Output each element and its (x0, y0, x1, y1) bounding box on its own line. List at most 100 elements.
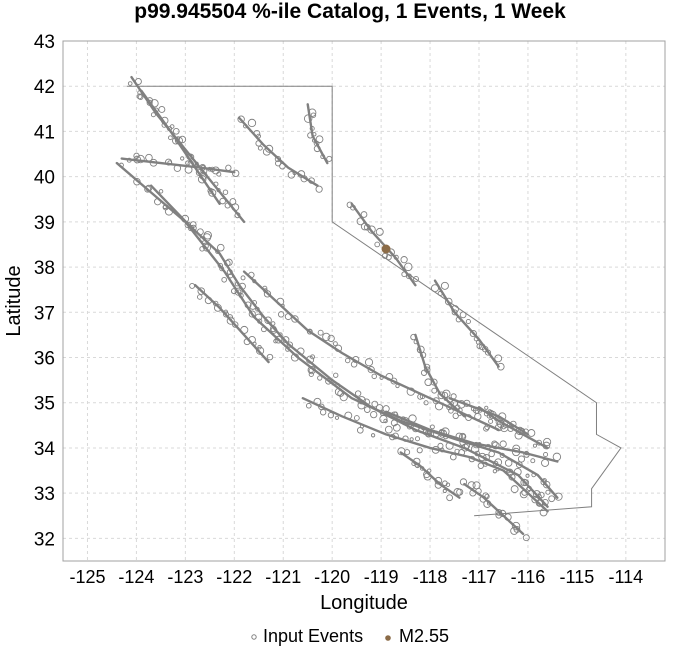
event-marker (270, 321, 276, 326)
event-marker (118, 162, 124, 168)
y-tick-label: 39 (34, 213, 55, 234)
event-marker (363, 406, 371, 413)
event-marker (360, 222, 369, 231)
event-marker (434, 481, 443, 489)
event-marker (265, 144, 274, 153)
event-marker (446, 494, 453, 502)
event-marker (264, 316, 272, 325)
event-marker (309, 125, 315, 132)
event-marker (535, 499, 544, 507)
event-marker (408, 414, 417, 423)
fault-trace (193, 283, 270, 364)
event-marker (306, 355, 315, 364)
event-marker (174, 136, 183, 145)
event-marker (552, 452, 562, 462)
x-tick-label: -118 (413, 567, 448, 587)
event-marker (322, 332, 331, 342)
event-marker (167, 160, 173, 166)
event-marker (187, 224, 195, 232)
event-marker (237, 289, 242, 294)
event-marker (502, 420, 511, 428)
event-marker (414, 462, 420, 468)
event-marker (437, 290, 443, 296)
event-marker (207, 187, 214, 194)
event-marker (477, 462, 484, 469)
event-marker (522, 534, 530, 542)
event-marker (291, 315, 299, 323)
event-marker (200, 164, 205, 170)
event-marker (127, 81, 133, 86)
event-marker (524, 450, 529, 456)
event-marker (243, 123, 248, 129)
event-marker (445, 441, 454, 450)
event-marker (162, 204, 167, 210)
event-marker (539, 508, 548, 517)
event-marker (413, 276, 419, 282)
event-marker (255, 313, 263, 321)
event-marker (406, 423, 413, 430)
event-marker (360, 211, 368, 218)
event-marker (495, 467, 500, 472)
event-marker (262, 147, 271, 156)
event-marker (477, 442, 483, 448)
event-marker (185, 160, 191, 166)
event-marker (222, 189, 229, 195)
event-marker (310, 112, 317, 118)
event-marker (255, 306, 260, 312)
event-marker (511, 447, 521, 457)
event-marker (357, 396, 366, 405)
event-marker (353, 415, 360, 421)
event-marker (144, 185, 152, 193)
event-marker (510, 420, 517, 428)
event-marker (352, 356, 360, 364)
event-marker (230, 288, 237, 295)
event-marker (279, 162, 286, 170)
event-marker (215, 249, 220, 254)
event-marker (232, 321, 239, 328)
event-marker (327, 412, 335, 419)
event-marker (488, 409, 494, 415)
event-marker (400, 256, 408, 264)
event-marker (473, 441, 480, 449)
event-marker (133, 155, 142, 164)
event-marker (362, 398, 371, 406)
event-marker (357, 401, 366, 410)
event-marker (494, 354, 503, 363)
event-marker (459, 311, 467, 319)
x-axis-ticks: -125 -124 -123 -122 -121 -120 -119 -118 -117 -116… (69, 567, 643, 587)
event-marker (453, 488, 462, 497)
event-marker (251, 300, 257, 306)
event-marker (315, 185, 323, 193)
event-marker (248, 271, 255, 279)
event-marker (538, 491, 545, 499)
event-marker (196, 228, 204, 236)
event-marker (354, 390, 362, 397)
event-marker (434, 476, 443, 485)
event-marker (197, 174, 207, 184)
event-marker (488, 450, 495, 458)
event-marker (460, 433, 466, 439)
event-marker (437, 442, 444, 449)
event-marker (440, 281, 449, 290)
event-marker (413, 339, 419, 345)
event-marker (216, 243, 225, 252)
event-marker (255, 140, 262, 147)
event-marker (145, 184, 153, 192)
event-marker (172, 127, 180, 135)
event-marker (498, 509, 507, 518)
event-marker (390, 377, 398, 385)
event-marker (430, 378, 438, 386)
event-marker (409, 437, 414, 442)
event-marker (219, 266, 225, 272)
event-marker (393, 254, 399, 260)
event-marker (416, 447, 423, 454)
event-marker (332, 341, 338, 347)
event-marker (379, 410, 386, 416)
event-marker (312, 132, 317, 137)
event-marker (180, 156, 185, 161)
event-marker (455, 432, 463, 440)
event-marker (496, 362, 505, 371)
event-marker (446, 404, 453, 411)
event-marker (486, 413, 492, 419)
event-marker (487, 501, 492, 506)
